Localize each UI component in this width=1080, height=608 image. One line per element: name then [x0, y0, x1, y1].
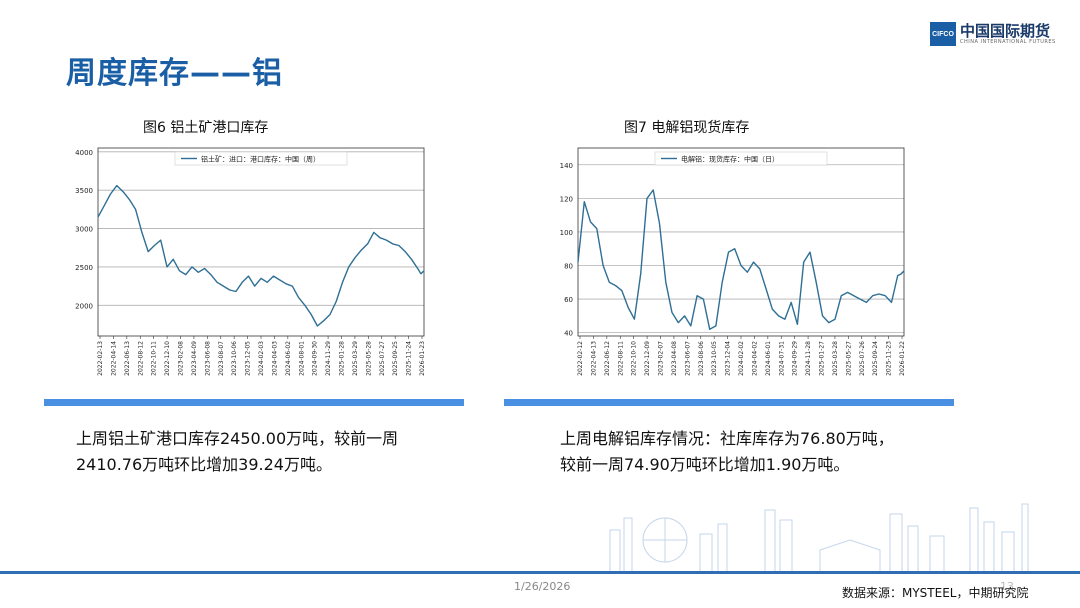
chart-caption-right: 图7 电解铝现货库存	[624, 120, 750, 136]
x-tick-label: 2026-01-23	[419, 341, 426, 376]
legend-box	[174, 151, 348, 166]
x-tick-label: 2024-07-31	[778, 341, 785, 376]
x-tick-label: 2023-10-05	[711, 341, 718, 376]
logo-name: 中国国际期货	[960, 21, 1051, 40]
company-logo: CIFCO 中国国际期货 CHINA INTERNATIONAL FUTURES	[930, 22, 1056, 46]
x-tick-label: 2023-08-07	[218, 341, 225, 376]
y-tick-label: 80	[564, 263, 573, 271]
x-tick-label: 2024-02-03	[258, 341, 265, 376]
x-tick-label: 2024-02-02	[738, 341, 745, 376]
y-tick-label: 2500	[75, 264, 93, 272]
legend-label: 铝土矿：进口：港口库存：中国（周）	[201, 155, 320, 164]
data-source: 数据来源：MYSTEEL，中期研究院	[842, 586, 1029, 600]
left-description: 上周铝土矿港口库存2450.00万吨，较前一周2410.76万吨环比增加39.2…	[76, 429, 399, 474]
x-tick-label: 2025-03-29	[352, 341, 359, 376]
plot-frame	[97, 147, 425, 337]
x-tick-label: 2022-12-10	[164, 341, 171, 376]
aluminium-spot-inventory-chart: 40 60 80 100 120 140 2022-02-12 2022-04-13 2022-…	[560, 147, 906, 376]
x-tick-label: 2022-06-12	[604, 341, 611, 376]
x-tick-label: 2024-09-30	[312, 341, 319, 376]
x-tick-label: 2023-02-08	[178, 341, 185, 376]
x-tick-label: 2024-06-01	[765, 341, 772, 376]
y-tick-label: 140	[560, 162, 573, 170]
x-tick-label: 2023-12-04	[725, 341, 732, 376]
x-tick-label: 2025-09-25	[392, 341, 399, 376]
y-tick-label: 120	[560, 195, 573, 203]
y-tick-label: 2000	[75, 302, 93, 310]
x-tick-label: 2025-11-23	[886, 341, 893, 376]
plot-frame	[577, 147, 905, 337]
series-line	[97, 184, 425, 327]
city-skyline-illustration	[609, 503, 1029, 572]
page-title: 周度库存——铝	[66, 56, 283, 91]
x-tick-label: 2025-05-28	[365, 341, 372, 376]
y-tick-label: 40	[564, 330, 573, 338]
logo-mark: CIFCO	[930, 22, 956, 46]
x-tick-label: 2024-04-02	[751, 341, 758, 376]
x-tick-label: 2022-10-11	[151, 341, 158, 376]
y-tick-label: 60	[564, 296, 573, 304]
x-tick-label: 2022-04-14	[110, 341, 117, 376]
x-tick-label: 2023-04-08	[671, 341, 678, 376]
x-tick-label: 2025-03-28	[832, 341, 839, 376]
series-line	[577, 189, 905, 330]
x-tick-label: 2022-02-13	[97, 341, 104, 376]
bauxite-port-inventory-chart: 2000 2500 3000 3500 4000 2022-02-13 2022-04-14…	[75, 147, 426, 376]
footer-line	[0, 571, 1080, 574]
x-tick-label: 2026-01-22	[899, 341, 906, 376]
x-tick-label: 2025-09-24	[872, 341, 879, 376]
x-tick-label: 2022-04-13	[590, 341, 597, 376]
x-tick-label: 2022-06-13	[124, 341, 131, 376]
x-tick-label: 2022-02-12	[577, 341, 584, 376]
x-tick-label: 2025-01-28	[339, 341, 346, 376]
y-tick-label: 100	[560, 229, 573, 237]
x-tick-label: 2023-10-06	[231, 341, 238, 376]
x-tick-label: 2023-06-08	[204, 341, 211, 376]
y-tick-label: 3500	[75, 187, 93, 195]
x-tick-label: 2025-11-24	[406, 341, 413, 376]
y-tick-label: 4000	[75, 149, 93, 157]
x-tick-label: 2023-12-05	[245, 341, 252, 376]
x-tick-label: 2022-12-09	[644, 341, 651, 376]
x-tick-label: 2024-04-03	[271, 341, 278, 376]
x-tick-label: 2024-09-29	[792, 341, 799, 376]
x-tick-label: 2025-01-27	[819, 341, 826, 376]
right-description: 上周电解铝库存情况：社库库存为76.80万吨，较前一周74.90万吨环比增加1.…	[560, 429, 894, 474]
x-tick-label: 2023-06-07	[684, 341, 691, 376]
x-tick-label: 2024-08-01	[298, 341, 305, 376]
legend-box	[654, 151, 828, 166]
left-divider-bar	[44, 399, 464, 406]
x-tick-label: 2024-11-28	[805, 341, 812, 376]
page-number: 13	[1000, 580, 1014, 593]
slide-date: 1/26/2026	[514, 580, 571, 593]
x-tick-label: 2022-10-10	[631, 341, 638, 376]
right-divider-bar	[504, 399, 954, 406]
x-tick-label: 2023-02-07	[658, 341, 665, 376]
logo-english-name: CHINA INTERNATIONAL FUTURES	[960, 38, 1056, 45]
x-tick-label: 2023-04-09	[191, 341, 198, 376]
chart-caption-left: 图6 铝土矿港口库存	[143, 120, 269, 136]
x-tick-label: 2025-05-27	[845, 341, 852, 376]
x-tick-label: 2022-08-11	[617, 341, 624, 376]
y-tick-label: 3000	[75, 226, 93, 234]
legend-label: 电解铝：现货库存：中国（日）	[681, 155, 779, 164]
x-tick-label: 2023-08-06	[698, 341, 705, 376]
x-tick-label: 2024-06-02	[285, 341, 292, 376]
x-tick-label: 2025-07-27	[379, 341, 386, 376]
x-tick-label: 2022-08-12	[137, 341, 144, 376]
x-tick-label: 2024-11-29	[325, 341, 332, 376]
x-tick-label: 2025-07-26	[859, 341, 866, 376]
